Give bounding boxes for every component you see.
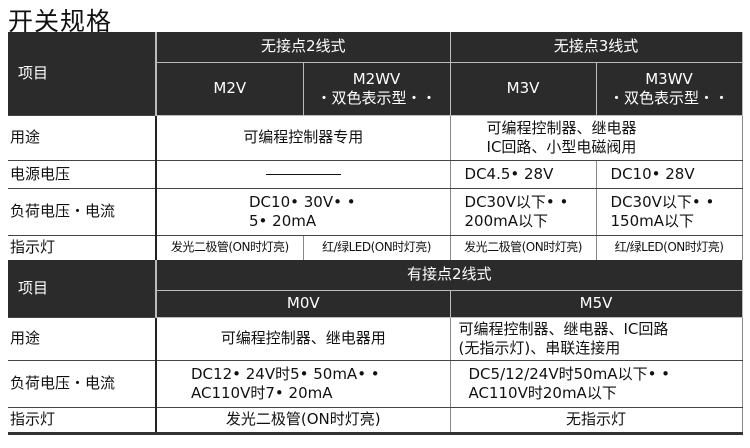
row-supply: 电源电压 DC4.5• 28V DC10• 28V: [8, 160, 743, 189]
group-header-contact-2wire: 有接点2线式: [155, 260, 743, 291]
row-label: 用途: [8, 115, 157, 161]
page-title: 开关规格: [8, 7, 113, 36]
row-label: 用途: [8, 317, 157, 361]
row-indicator: 指示灯 发光二极管(ON时灯亮) 无指示灯: [8, 407, 743, 435]
cell: 发光二极管(ON时灯亮): [156, 235, 304, 261]
row-label: 指示灯: [8, 235, 157, 261]
cell: 可编程控制器、继电器、IC回路 (无指示灯)、串联连接用: [450, 317, 743, 361]
cell: DC4.5• 28V: [450, 160, 597, 189]
row-label: 电源电压: [8, 160, 157, 189]
item-header: 项目: [8, 260, 157, 318]
cell: DC12• 24V时5• 50mA• • AC110V时7• 20mA: [156, 360, 451, 408]
cell: 可编程控制器专用: [156, 115, 451, 161]
model-m3wv: M3WV ・双色表示型・・: [595, 62, 743, 116]
model-m0v: M0V: [155, 290, 451, 318]
cell: 发光二极管(ON时灯亮): [450, 235, 597, 261]
row-load: 负荷电压・电流 DC10• 30V• • 5• 20mA DC30V以下• • 20…: [8, 188, 743, 236]
model-m5v: M5V: [449, 290, 743, 318]
cell: DC5/12/24V时50mA以下• • AC110V时20mA以下: [450, 360, 743, 408]
cell: 红/绿LED(ON时灯亮): [596, 235, 743, 261]
row-indicator: 指示灯 发光二极管(ON时灯亮) 红/绿LED(ON时灯亮) 发光二极管(ON时…: [8, 235, 743, 261]
cell: 红/绿LED(ON时灯亮): [303, 235, 451, 261]
group-header-3wire: 无接点3线式: [449, 32, 743, 63]
cell: 可编程控制器、继电器 IC回路、小型电磁阀用: [450, 115, 743, 161]
cell: 可编程控制器、继电器用: [156, 317, 451, 361]
spec-table-contactless: 项目 无接点2线式 无接点3线式 M2V M2WV ・双色表示型・・ M3V M3…: [8, 32, 743, 261]
cell-na: [156, 160, 451, 189]
row-label: 指示灯: [8, 407, 157, 435]
cell: 发光二极管(ON时灯亮): [156, 407, 451, 435]
row-load: 负荷电压・电流 DC12• 24V时5• 50mA• • AC110V时7• 20…: [8, 360, 743, 408]
group-header-2wire: 无接点2线式: [155, 32, 451, 63]
item-header: 项目: [8, 32, 157, 116]
row-label: 负荷电压・电流: [8, 360, 157, 408]
cell: DC10• 28V: [596, 160, 743, 189]
cell: DC10• 30V• • 5• 20mA: [156, 188, 451, 236]
cell: DC30V以下• • 150mA以下: [596, 188, 743, 236]
model-m2wv: M2WV ・双色表示型・・: [302, 62, 451, 116]
spec-table-contact: 项目 有接点2线式 M0V M5V 用途 可编程控制器、继电器用 可编程控制器、…: [8, 260, 743, 435]
dash-line: [265, 173, 341, 175]
cell: 无指示灯: [450, 407, 743, 435]
row-usage: 用途 可编程控制器、继电器用 可编程控制器、继电器、IC回路 (无指示灯)、串联连…: [8, 317, 743, 361]
row-usage: 用途 可编程控制器专用 可编程控制器、继电器 IC回路、小型电磁阀用: [8, 115, 743, 161]
cell: DC30V以下• • 200mA以下: [450, 188, 597, 236]
row-label: 负荷电压・电流: [8, 188, 157, 236]
model-m2v: M2V: [155, 62, 304, 116]
model-m3v: M3V: [449, 62, 597, 116]
